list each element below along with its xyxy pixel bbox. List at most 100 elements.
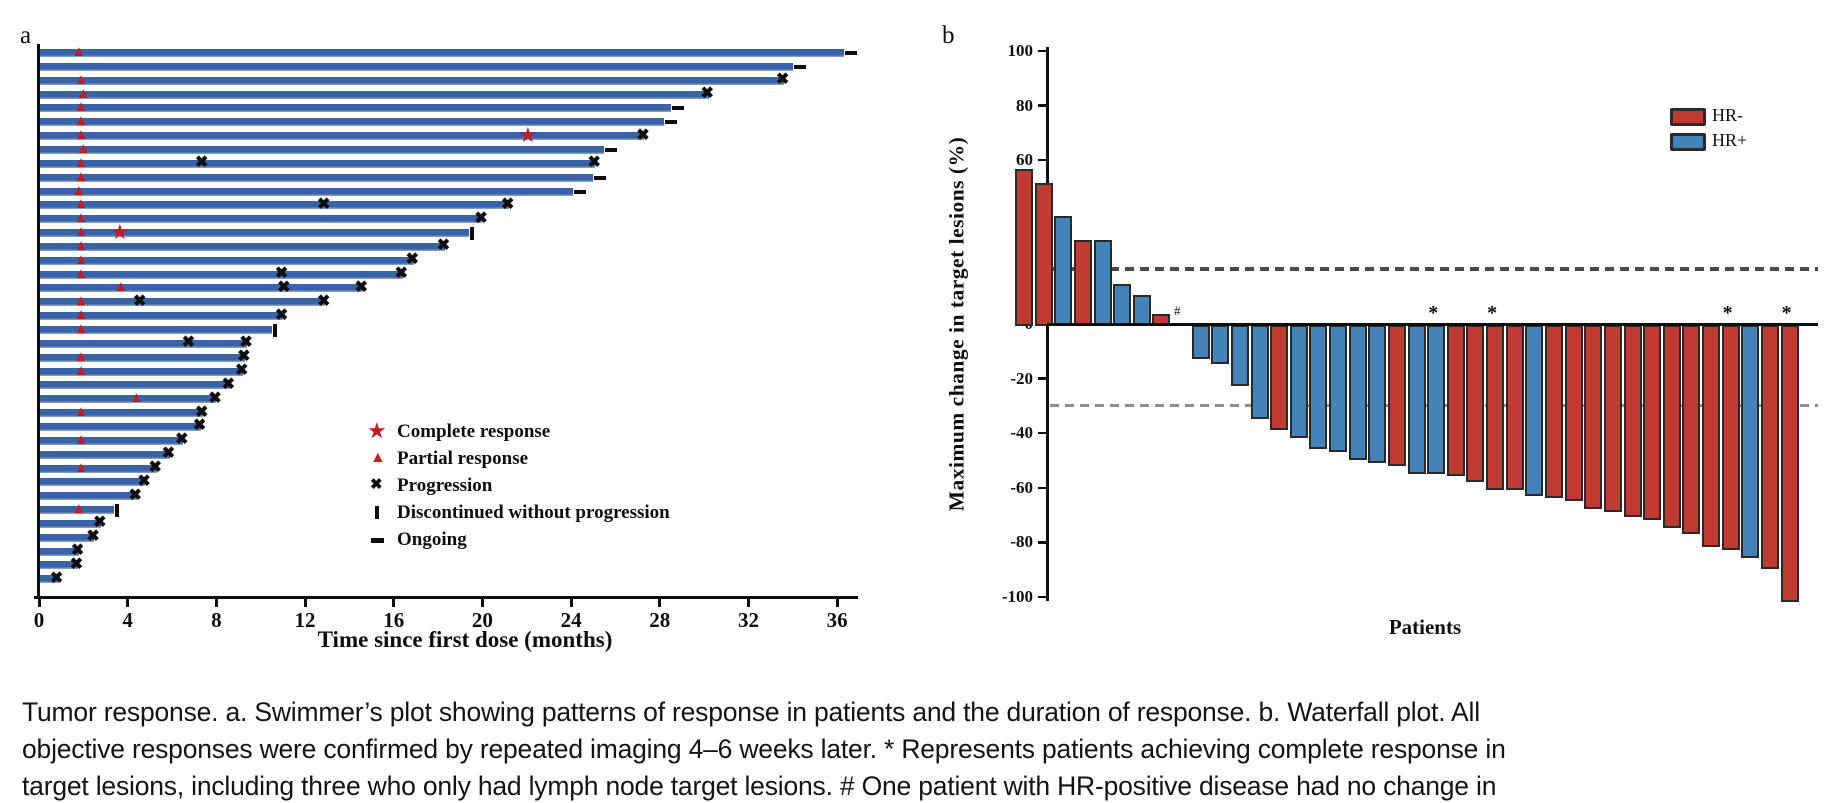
swimmer-bar [40, 492, 137, 501]
waterfall-bar [1662, 325, 1681, 529]
waterfall-bar [1093, 240, 1112, 326]
swimmer-x-tick-label: 8 [211, 608, 222, 632]
swimmer-x-tick [480, 599, 484, 607]
progression-icon: ✖ [700, 85, 714, 103]
progression-icon: ✖ [274, 306, 289, 324]
swimmer-x-tick-label: 36 [826, 608, 848, 632]
waterfall-bar [1270, 325, 1289, 430]
waterfall-bar [1623, 325, 1642, 518]
swimmer-bar [40, 284, 363, 293]
complete-response-star-annotation: * [1487, 302, 1498, 324]
swimmer-bar [40, 367, 243, 376]
swimmer-bar [40, 62, 793, 71]
swimmer-bar [40, 118, 665, 127]
progression-icon: ✖ [316, 195, 331, 213]
swimmer-bar [40, 298, 325, 307]
complete-response-star-annotation: * [1781, 302, 1792, 324]
swimmer-bar [40, 49, 844, 57]
waterfall-y-tick [1038, 431, 1046, 435]
progression-icon: ✖ [405, 251, 420, 269]
waterfall-bar [1289, 325, 1308, 439]
swimmer-bar [40, 90, 709, 99]
progression-icon: ✖ [221, 375, 236, 393]
swimmer-bar [40, 312, 283, 321]
legend-item-label: Ongoing [397, 529, 467, 550]
waterfall-bar [1113, 283, 1132, 326]
progression-icon: ✖ [192, 417, 207, 435]
waterfall-y-tick-label: -80 [1010, 532, 1033, 552]
progression-icon: ✖ [132, 292, 147, 310]
swimmer-bar [40, 422, 201, 431]
complete-response-icon: ★ [110, 220, 130, 245]
partial-response-icon: ▲ [73, 265, 89, 282]
partial-response-icon: ▲ [370, 449, 386, 466]
waterfall-bar [1525, 325, 1544, 496]
progression-icon: ✖ [354, 278, 369, 296]
progression-icon: ✖ [436, 237, 451, 255]
waterfall-bar [1603, 325, 1622, 512]
partial-response-icon: ▲ [75, 140, 91, 157]
swimmer-x-axis [34, 596, 858, 599]
waterfall-bar [1054, 215, 1073, 326]
progression-icon: ✖ [208, 389, 222, 407]
legend-item-label: HR- [1712, 105, 1743, 125]
discontinued-icon [375, 506, 379, 519]
partial-response-icon: ▲ [73, 293, 89, 310]
waterfall-bar [1348, 325, 1367, 461]
waterfall-bar [1741, 325, 1760, 559]
partial-response-icon: ▲ [73, 237, 89, 254]
swimmer-bar [40, 145, 605, 154]
waterfall-y-tick [1038, 541, 1046, 544]
waterfall-bar [1446, 325, 1465, 477]
waterfall-y-tick-label: -60 [1010, 477, 1033, 497]
progression-icon: ✖ [394, 265, 408, 283]
swimmer-bar [40, 533, 95, 542]
swimmer-bar [40, 409, 204, 418]
swimmer-x-tick-label: 20 [471, 608, 493, 632]
progression-icon: ✖ [148, 459, 162, 476]
swimmer-bar [40, 270, 403, 279]
discontinued-icon [115, 503, 120, 517]
progression-icon: ✖ [587, 154, 601, 172]
waterfall-bar [1230, 325, 1249, 387]
partial-response-icon: ▲ [73, 321, 89, 337]
progression-icon: ✖ [277, 278, 291, 296]
ongoing-icon [844, 51, 857, 55]
swimmer-x-tick [37, 599, 41, 607]
waterfall-bar [1486, 325, 1505, 491]
swimmer-bar [40, 519, 102, 528]
discontinued-icon [470, 226, 475, 240]
swimmer-x-tick-label: 12 [294, 608, 316, 632]
partial-response-icon: ▲ [73, 71, 89, 88]
partial-response-icon: ▲ [75, 85, 91, 102]
swimmer-bar [40, 187, 574, 196]
waterfall-bar [1329, 325, 1348, 452]
legend-item-label: HR+ [1712, 130, 1748, 150]
waterfall-bar [1034, 182, 1053, 326]
partial-response-icon: ▲ [71, 182, 87, 199]
partial-response-icon: ▲ [73, 224, 89, 241]
progression-icon: ✖ [274, 265, 289, 283]
swimmer-x-tick [658, 599, 662, 607]
swimmer-bar [40, 242, 445, 251]
swimmer-x-tick [126, 599, 130, 607]
progression-icon: ✖ [239, 334, 253, 352]
waterfall-bar [1545, 325, 1563, 499]
swimmer-bar [40, 353, 246, 362]
swimmer-y-axis [37, 44, 40, 597]
waterfall-bar [1368, 325, 1387, 463]
swimmer-bar [40, 201, 509, 210]
swimmer-bar [40, 173, 594, 182]
swimmer-bar [40, 478, 146, 487]
waterfall-x-axis-title: Patients [1388, 615, 1462, 639]
ongoing-icon [594, 175, 607, 180]
progression-icon: ✖ [775, 71, 790, 89]
legend-item-label: Complete response [397, 421, 551, 442]
swimmer-bar [40, 436, 184, 445]
progression-icon: ✖ [237, 348, 251, 366]
partial-response-icon: ▲ [73, 348, 89, 365]
panel-a-label: a [20, 22, 32, 49]
ongoing-icon [671, 106, 684, 111]
legend-item-label: Progression [397, 475, 493, 496]
